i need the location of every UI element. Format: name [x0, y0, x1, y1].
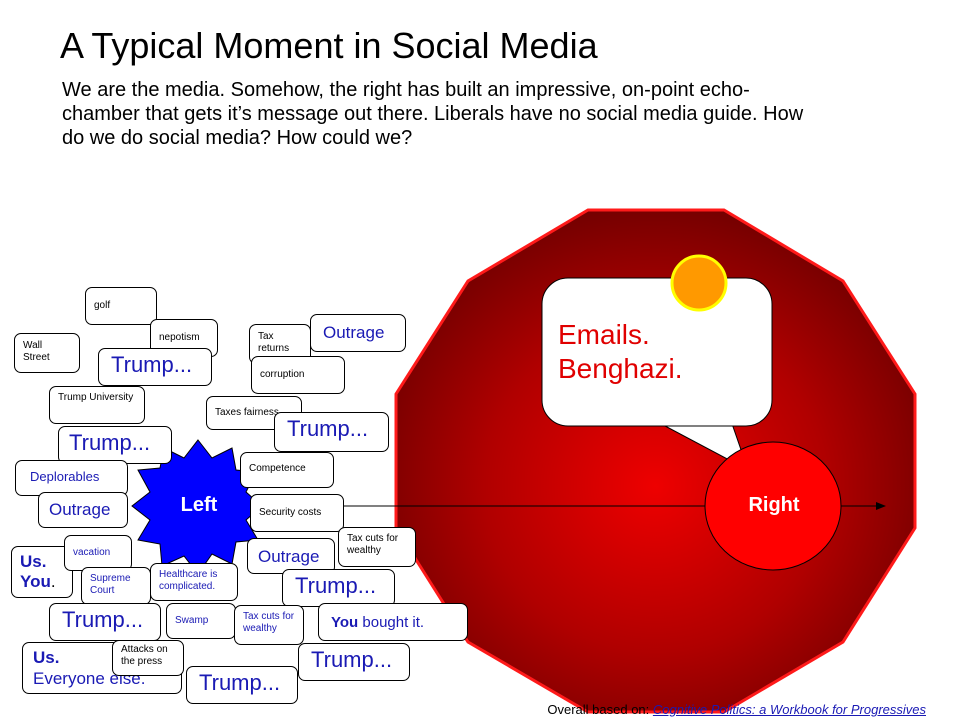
indicator-dot [670, 254, 728, 312]
bubble-trump-6: Trump... [298, 643, 410, 681]
bubble-trump-3: Trump... [58, 426, 172, 464]
bubble-attacks-press: Attacks on the press [112, 640, 184, 676]
bubble-tax-cuts-2: Tax cuts for wealthy [234, 605, 304, 645]
right-speech-text: Emails. Benghazi. [558, 319, 683, 384]
slide-title: A Typical Moment in Social Media [60, 25, 598, 66]
you-period: . [50, 572, 56, 592]
bubble-trump-4: Trump... [282, 569, 395, 607]
us-text: Us. [20, 552, 47, 571]
source-footer: Overall based on: Cognitive Politics: a … [547, 702, 926, 717]
you-bought-rest: bought it. [358, 614, 425, 631]
slide-subtitle: We are the media. Somehow, the right has… [62, 79, 804, 149]
left-node-label: Left [180, 494, 218, 516]
bubble-competence: Competence [240, 452, 334, 488]
bubble-supreme-court: Supreme Court [81, 567, 151, 605]
bubble-outrage-2: Outrage [38, 492, 128, 528]
you-text: You [20, 572, 51, 592]
bubble-deplorables: Deplorables [15, 460, 128, 496]
bubble-outrage-1: Outrage [310, 314, 406, 352]
bubble-swamp: Swamp [166, 603, 236, 639]
bubble-outrage-3: Outrage [247, 538, 335, 574]
bubble-us-you: Us. You. [11, 546, 73, 598]
bubble-golf: golf [85, 287, 157, 325]
bubble-trump-university: Trump University [49, 386, 145, 424]
bubble-wall-street: Wall Street [14, 333, 80, 373]
bubble-trump-1: Trump... [98, 348, 212, 386]
bubble-healthcare: Healthcare is complicated. [150, 563, 238, 601]
arrow-head [876, 502, 886, 510]
bubble-trump-2: Trump... [274, 412, 389, 452]
bubble-trump-5: Trump... [49, 603, 161, 641]
bubble-security-costs: Security costs [250, 494, 344, 532]
right-node-label: Right [748, 494, 800, 516]
right-speech-bubble [541, 277, 773, 427]
bubble-you-bought-it: You bought it. [318, 603, 468, 641]
you-bought-bold: You [331, 614, 359, 631]
bubble-vacation: vacation [64, 535, 132, 571]
source-link[interactable]: Cognitive Politics: a Workbook for Progr… [652, 702, 926, 717]
right-echo-chamber-octagon [394, 208, 917, 714]
bubble-tax-cuts-1: Tax cuts for wealthy [338, 527, 416, 567]
right-node [704, 441, 842, 571]
bubble-corruption: corruption [251, 356, 345, 394]
us-2-text: Us. [33, 648, 60, 667]
footer-prefix: Overall based on: [547, 702, 653, 717]
bubble-trump-7: Trump... [186, 666, 298, 704]
